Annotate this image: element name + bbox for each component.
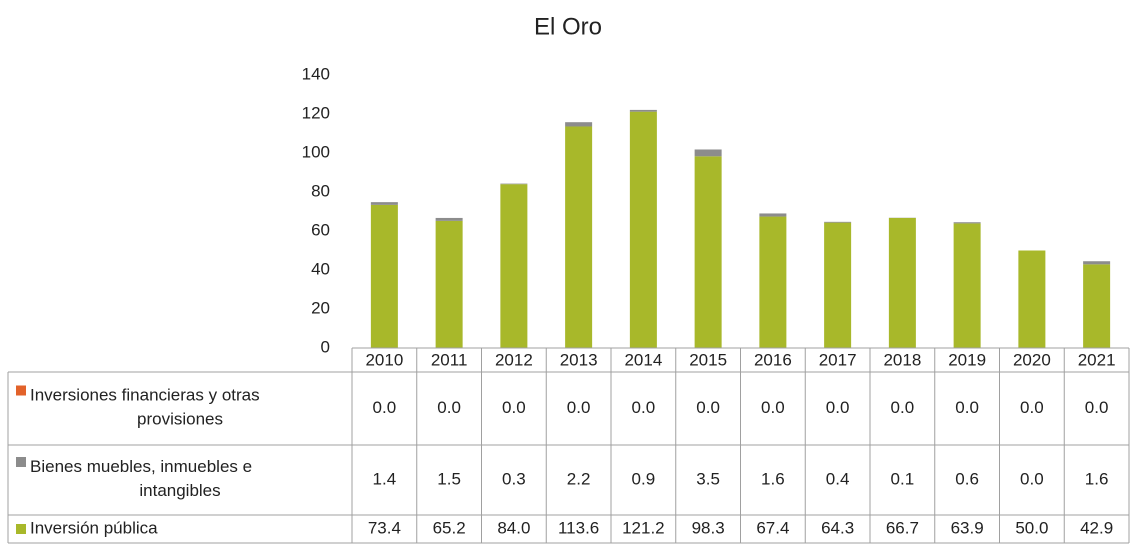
table-value: 0.0 bbox=[696, 398, 720, 417]
table-value: 73.4 bbox=[368, 518, 401, 537]
legend-swatch bbox=[16, 457, 26, 467]
y-tick-label: 0 bbox=[321, 337, 330, 356]
table-value: 50.0 bbox=[1015, 518, 1048, 537]
x-tick-label: 2020 bbox=[1013, 350, 1051, 369]
x-tick-label: 2010 bbox=[365, 350, 403, 369]
table-value: 0.9 bbox=[632, 469, 656, 488]
x-tick-label: 2012 bbox=[495, 350, 533, 369]
bar-segment bbox=[1018, 250, 1046, 348]
table-value: 0.0 bbox=[437, 398, 461, 417]
table-value: 0.1 bbox=[891, 469, 915, 488]
table-value: 0.4 bbox=[826, 469, 850, 488]
table-value: 1.6 bbox=[1085, 469, 1109, 488]
bar-segment bbox=[759, 216, 787, 348]
table-value: 67.4 bbox=[756, 518, 789, 537]
x-tick-label: 2016 bbox=[754, 350, 792, 369]
table-value: 1.5 bbox=[437, 469, 461, 488]
bar-segment bbox=[565, 126, 593, 348]
y-tick-label: 20 bbox=[311, 298, 330, 317]
y-tick-label: 140 bbox=[302, 64, 330, 83]
table-value: 0.0 bbox=[826, 398, 850, 417]
x-tick-label: 2013 bbox=[560, 350, 598, 369]
legend-swatch bbox=[16, 385, 26, 396]
bar-segment bbox=[500, 183, 528, 185]
x-tick-label: 2021 bbox=[1078, 350, 1116, 369]
bar-segment bbox=[629, 109, 657, 112]
bar-segment bbox=[888, 217, 916, 348]
table-value: 66.7 bbox=[886, 518, 919, 537]
bar-segment bbox=[824, 221, 852, 223]
bar-segment bbox=[565, 122, 593, 127]
legend-label-line: provisiones bbox=[137, 410, 223, 429]
bar-segment bbox=[629, 111, 657, 348]
table-value: 0.0 bbox=[632, 398, 656, 417]
table-value: 0.0 bbox=[891, 398, 915, 417]
bar-segment bbox=[824, 222, 852, 348]
table-value: 0.0 bbox=[1085, 398, 1109, 417]
table-value: 63.9 bbox=[951, 518, 984, 537]
y-tick-label: 120 bbox=[302, 103, 330, 122]
bar-segment bbox=[694, 149, 722, 157]
bar-segment bbox=[1083, 264, 1111, 348]
legend-label-line: intangibles bbox=[139, 481, 220, 500]
y-tick-label: 80 bbox=[311, 181, 330, 200]
bar-segment bbox=[694, 156, 722, 348]
x-tick-label: 2019 bbox=[948, 350, 986, 369]
table-value: 3.5 bbox=[696, 469, 720, 488]
chart-title: El Oro bbox=[534, 13, 602, 40]
bar-segment bbox=[759, 213, 787, 217]
x-tick-label: 2014 bbox=[624, 350, 662, 369]
table-value: 0.6 bbox=[955, 469, 979, 488]
table-value: 84.0 bbox=[497, 518, 530, 537]
table-value: 0.0 bbox=[955, 398, 979, 417]
table-value: 0.0 bbox=[1020, 469, 1044, 488]
table-value: 1.4 bbox=[373, 469, 397, 488]
table-value: 65.2 bbox=[433, 518, 466, 537]
legend-swatch bbox=[16, 524, 26, 534]
table-value: 0.0 bbox=[373, 398, 397, 417]
bar-segment bbox=[370, 204, 398, 348]
legend-label-line: Bienes muebles, inmuebles e bbox=[30, 457, 252, 476]
table-value: 0.0 bbox=[567, 398, 591, 417]
table-value: 0.0 bbox=[1020, 398, 1044, 417]
bar-segment bbox=[435, 217, 463, 221]
bar-segment bbox=[435, 220, 463, 348]
legend-label: Inversión pública bbox=[30, 518, 158, 537]
bar-segment bbox=[953, 223, 981, 348]
x-tick-label: 2015 bbox=[689, 350, 727, 369]
bar-segment bbox=[1083, 261, 1111, 265]
legend-label: Bienes muebles, inmuebles e intangibles bbox=[30, 457, 252, 500]
y-tick-label: 100 bbox=[302, 142, 330, 161]
table-value: 121.2 bbox=[622, 518, 665, 537]
x-tick-label: 2017 bbox=[819, 350, 857, 369]
table-value: 0.3 bbox=[502, 469, 526, 488]
table-value: 42.9 bbox=[1080, 518, 1113, 537]
bar-segment bbox=[953, 222, 981, 224]
table-value: 113.6 bbox=[558, 518, 599, 537]
table-value: 2.2 bbox=[567, 469, 591, 488]
x-tick-label: 2018 bbox=[883, 350, 921, 369]
table-value: 0.0 bbox=[761, 398, 785, 417]
bar-segment bbox=[500, 184, 528, 348]
table-value: 98.3 bbox=[692, 518, 725, 537]
y-tick-label: 60 bbox=[311, 220, 330, 239]
table-value: 64.3 bbox=[821, 518, 854, 537]
y-tick-label: 40 bbox=[311, 259, 330, 278]
x-tick-label: 2011 bbox=[431, 350, 468, 369]
table-value: 0.0 bbox=[502, 398, 526, 417]
legend-label: Inversiones financieras y otras provision… bbox=[30, 386, 260, 429]
table-value: 1.6 bbox=[761, 469, 785, 488]
legend-label-line: Inversiones financieras y otras bbox=[30, 386, 260, 405]
bar-segment bbox=[370, 202, 398, 205]
